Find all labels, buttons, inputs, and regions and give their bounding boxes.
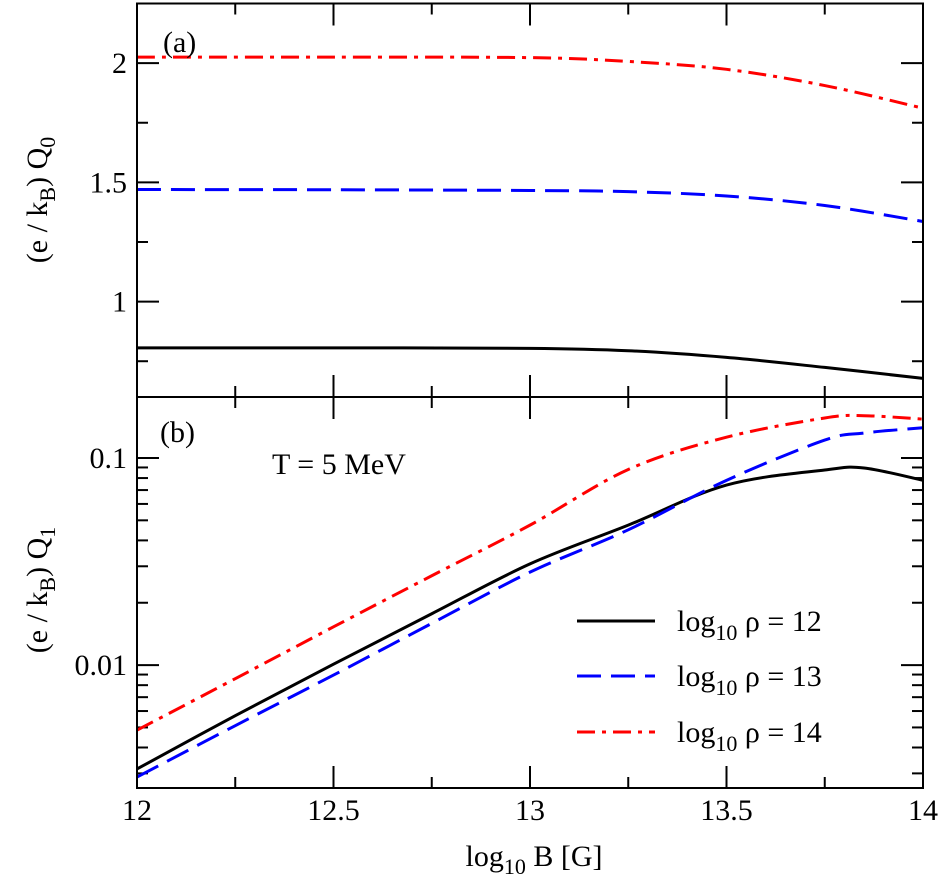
panel-a-ticks — [136, 2, 924, 397]
panel-b: (b) T = 5 MeV 0.01 0.1 12 12.5 13 13.5 14 (e … — [21, 396, 938, 879]
y-tick-label: 2 — [112, 47, 127, 80]
series-line-rho12 — [136, 346, 924, 380]
panel-b-curves — [136, 413, 924, 779]
x-tick-label: 13.5 — [700, 794, 753, 827]
panel-a-label: (a) — [163, 26, 196, 59]
legend-entry-rho14: log10 ρ = 14 — [577, 716, 822, 756]
legend-entry-rho12: log10 ρ = 12 — [577, 605, 822, 645]
panel-b-y-axis-title: (e / kB) Q1 — [21, 527, 60, 653]
panel-b-frame — [136, 396, 924, 789]
y-tick-label: 0.1 — [90, 442, 128, 475]
temperature-annotation: T = 5 MeV — [272, 448, 406, 481]
panel-a-y-axis-title: (e / kB) Q0 — [21, 137, 60, 263]
x-tick-label: 13 — [515, 794, 545, 827]
series-line-rho13 — [136, 426, 924, 779]
panel-a: (a) 11.52 (e / kB) Q0 — [21, 2, 924, 398]
series-line-rho14 — [136, 55, 924, 110]
panel-b-y-tick-labels: 0.01 0.1 — [75, 442, 128, 682]
series-line-rho14 — [136, 413, 924, 732]
panel-a-y-tick-labels: 11.52 — [90, 47, 128, 318]
legend: log10 ρ = 12 log10 ρ = 13 log10 ρ = 14 — [577, 605, 822, 756]
x-axis-title: log10 B [G] — [466, 840, 603, 879]
x-tick-label: 12.5 — [307, 794, 360, 827]
legend-entry-rho13: log10 ρ = 13 — [577, 660, 822, 700]
legend-label-rho12: log10 ρ = 12 — [677, 605, 822, 645]
legend-label-rho13: log10 ρ = 13 — [677, 660, 822, 700]
panel-a-curves — [136, 55, 924, 380]
series-line-rho12 — [136, 465, 924, 771]
panel-b-label: (b) — [160, 416, 195, 449]
x-tick-label: 12 — [122, 794, 152, 827]
panel-a-frame — [136, 2, 924, 398]
x-tick-labels: 12 12.5 13 13.5 14 — [122, 794, 938, 827]
y-tick-label: 1 — [112, 286, 127, 319]
y-tick-label: 1.5 — [90, 166, 128, 199]
legend-label-rho14: log10 ρ = 14 — [677, 716, 822, 756]
series-line-rho13 — [136, 188, 924, 223]
x-tick-label: 14 — [908, 794, 938, 827]
y-tick-label: 0.01 — [75, 649, 128, 682]
